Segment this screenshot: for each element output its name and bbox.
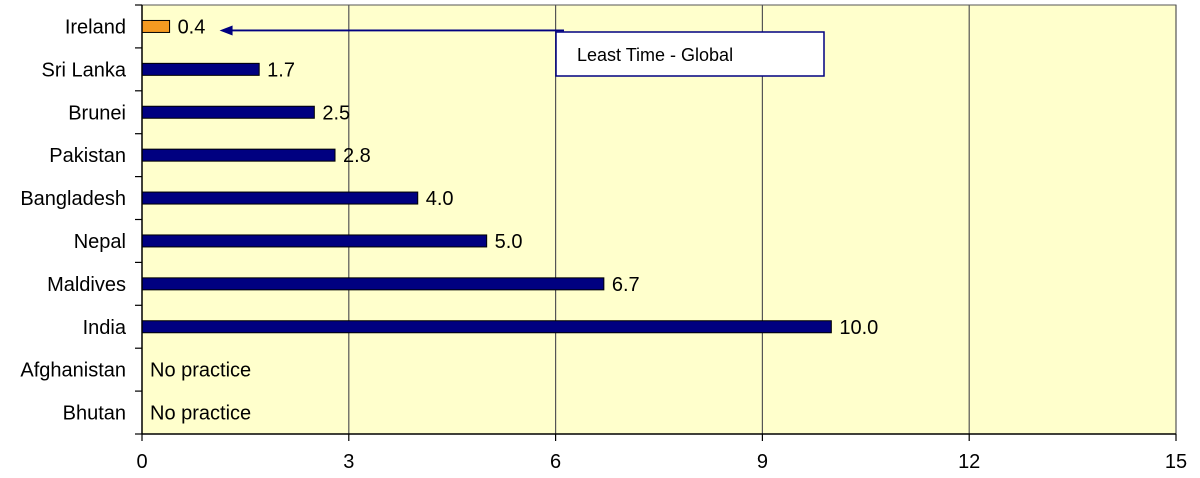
data-label: 1.7 — [267, 59, 295, 81]
category-label: Sri Lanka — [42, 59, 127, 81]
bar — [141, 148, 336, 162]
category-label: India — [83, 317, 127, 339]
bar — [141, 277, 605, 291]
category-label: Pakistan — [49, 145, 126, 167]
x-axis-ticks: 0 3 6 9 12 15 — [136, 434, 1187, 473]
category-label: Ireland — [65, 16, 126, 38]
bar — [141, 105, 315, 119]
data-label: 6.7 — [612, 274, 640, 296]
bar — [141, 19, 171, 33]
category-label: Nepal — [74, 231, 126, 253]
annotation-box — [555, 31, 825, 77]
x-tick-label: 12 — [958, 451, 980, 473]
bar — [141, 62, 260, 76]
x-tick-label: 0 — [136, 451, 147, 473]
category-label: Bhutan — [63, 403, 126, 425]
bar — [141, 320, 832, 334]
x-tick-label: 9 — [757, 451, 768, 473]
category-labels: Ireland Sri Lanka Brunei Pakistan Bangladesh… — [20, 16, 127, 424]
annotation-arrowhead — [219, 25, 233, 36]
x-tick-label: 6 — [550, 451, 561, 473]
data-label: 10.0 — [839, 317, 878, 339]
bar — [141, 234, 488, 248]
axes — [135, 4, 1176, 435]
data-label: No practice — [150, 360, 251, 382]
x-tick-label: 3 — [343, 451, 354, 473]
data-label: 2.8 — [343, 145, 371, 167]
data-labels: 0.4 1.7 2.5 2.8 4.0 5.0 6.7 10.0 No practice No p… — [150, 16, 878, 424]
data-label: 5.0 — [495, 231, 523, 253]
data-label: 2.5 — [322, 102, 350, 124]
category-label: Bangladesh — [20, 188, 126, 210]
data-label: 4.0 — [426, 188, 454, 210]
annotation-text: Least Time - Global — [577, 45, 733, 65]
bar — [141, 191, 419, 205]
category-label: Brunei — [68, 102, 126, 124]
x-tick-label: 15 — [1165, 451, 1187, 473]
annotation: Least Time - Global — [219, 25, 825, 77]
bars — [141, 19, 832, 334]
category-label: Maldives — [47, 274, 126, 296]
data-label: 0.4 — [178, 16, 206, 38]
data-label: No practice — [150, 403, 251, 425]
category-label: Afghanistan — [20, 360, 126, 382]
